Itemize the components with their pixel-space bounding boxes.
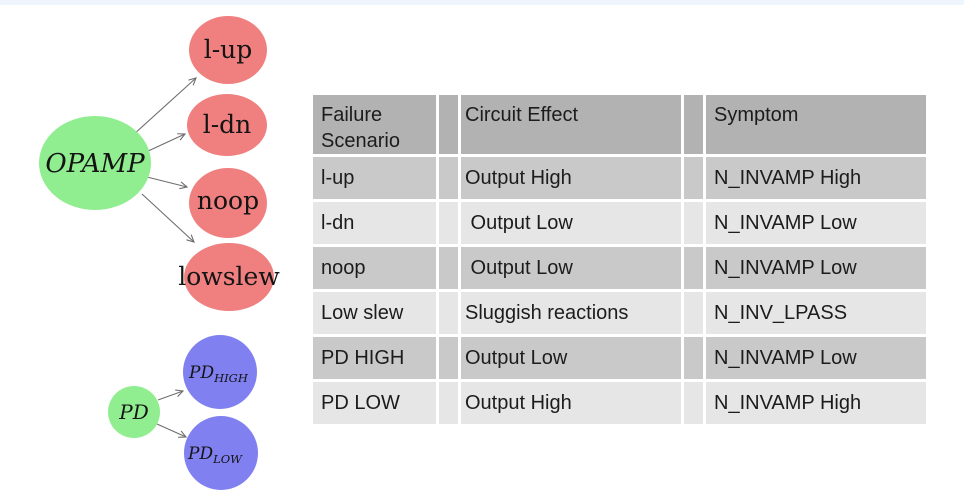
diagram-edges xyxy=(132,77,197,438)
edge-opamp-lowslew xyxy=(141,193,195,243)
pd-high-label: PDHIGH xyxy=(188,363,249,385)
pd-low-circle xyxy=(184,416,258,490)
header-spacer-2 xyxy=(684,95,703,154)
effect-cell: Output Low xyxy=(461,247,681,289)
node-lowslew: lowslew xyxy=(178,243,280,311)
pd-high-label-sub: HIGH xyxy=(213,371,249,385)
symptom-cell: N_INV_LPASS xyxy=(706,292,926,334)
spacer-cell xyxy=(684,337,703,379)
header-failure-scenario: Failure Scenario xyxy=(313,95,436,154)
node-l-up: l-up xyxy=(189,16,267,84)
l-up-ellipse xyxy=(189,16,267,84)
noop-label: noop xyxy=(197,186,259,215)
node-pd-low: PDLOW xyxy=(184,416,258,490)
failure-cell: PD HIGH xyxy=(313,337,436,379)
node-opamp: OPAMP xyxy=(39,116,151,210)
table-row: PD LOW Output High N_INVAMP High xyxy=(313,382,926,424)
spacer-cell xyxy=(439,247,458,289)
table-row: l-dn Output Low N_INVAMP Low xyxy=(313,202,926,244)
spacer-cell xyxy=(684,157,703,199)
table-row: PD HIGH Output Low N_INVAMP Low xyxy=(313,337,926,379)
opamp-ellipse xyxy=(39,116,151,210)
table-header-row: Failure Scenario Circuit Effect Symptom xyxy=(313,95,926,154)
effect-cell: Output High xyxy=(461,382,681,424)
opamp-label: OPAMP xyxy=(45,149,145,179)
failure-symptom-table: Failure Scenario Circuit Effect Symptom … xyxy=(310,92,929,427)
edge-opamp-noop xyxy=(146,176,189,190)
noop-ellipse xyxy=(189,168,267,238)
spacer-cell xyxy=(684,247,703,289)
node-pd: PD xyxy=(108,386,160,438)
pd-low-label-main: PD xyxy=(187,444,213,464)
spacer-cell xyxy=(684,292,703,334)
l-up-label: l-up xyxy=(204,35,253,64)
node-l-dn: l-dn xyxy=(187,94,267,156)
spacer-cell xyxy=(684,382,703,424)
edge-opamp-ldn xyxy=(145,133,187,153)
pd-low-label-sub: LOW xyxy=(212,452,243,466)
failure-cell: Low slew xyxy=(313,292,436,334)
effect-cell: Sluggish reactions xyxy=(461,292,681,334)
header-spacer-1 xyxy=(439,95,458,154)
spacer-cell xyxy=(439,157,458,199)
pd-low-label: PDLOW xyxy=(187,444,243,466)
effect-cell: Output Low xyxy=(461,337,681,379)
spacer-cell xyxy=(439,292,458,334)
l-dn-ellipse xyxy=(187,94,267,156)
failure-cell: l-up xyxy=(313,157,436,199)
edge-pd-pdhigh xyxy=(157,389,185,401)
lowslew-ellipse xyxy=(184,243,274,311)
pd-high-circle xyxy=(183,335,257,409)
spacer-cell xyxy=(439,202,458,244)
symptom-cell: N_INVAMP Low xyxy=(706,247,926,289)
symptom-cell: N_INVAMP Low xyxy=(706,202,926,244)
window-top-edge-strip xyxy=(0,0,964,5)
failure-cell: noop xyxy=(313,247,436,289)
table-row: Low slew Sluggish reactions N_INV_LPASS xyxy=(313,292,926,334)
symptom-cell: N_INVAMP High xyxy=(706,157,926,199)
effect-cell: Output Low xyxy=(461,202,681,244)
spacer-cell xyxy=(439,337,458,379)
edge-opamp-lup xyxy=(132,77,197,136)
symptom-cell: N_INVAMP High xyxy=(706,382,926,424)
pd-circle xyxy=(108,386,160,438)
failure-mode-diagram: OPAMP l-up l-dn noop lowslew PD PDHIGH P… xyxy=(39,16,280,490)
header-circuit-effect: Circuit Effect xyxy=(461,95,681,154)
lowslew-label: lowslew xyxy=(178,262,280,291)
table-row: l-up Output High N_INVAMP High xyxy=(313,157,926,199)
pd-label: PD xyxy=(118,400,149,424)
effect-cell: Output High xyxy=(461,157,681,199)
node-noop: noop xyxy=(189,168,267,238)
header-symptom: Symptom xyxy=(706,95,926,154)
table-row: noop Output Low N_INVAMP Low xyxy=(313,247,926,289)
failure-cell: PD LOW xyxy=(313,382,436,424)
spacer-cell xyxy=(439,382,458,424)
l-dn-label: l-dn xyxy=(203,110,252,139)
edge-pd-pdlow xyxy=(156,423,188,438)
spacer-cell xyxy=(684,202,703,244)
failure-cell: l-dn xyxy=(313,202,436,244)
symptom-cell: N_INVAMP Low xyxy=(706,337,926,379)
node-pd-high: PDHIGH xyxy=(183,335,257,409)
pd-high-label-main: PD xyxy=(188,363,214,383)
